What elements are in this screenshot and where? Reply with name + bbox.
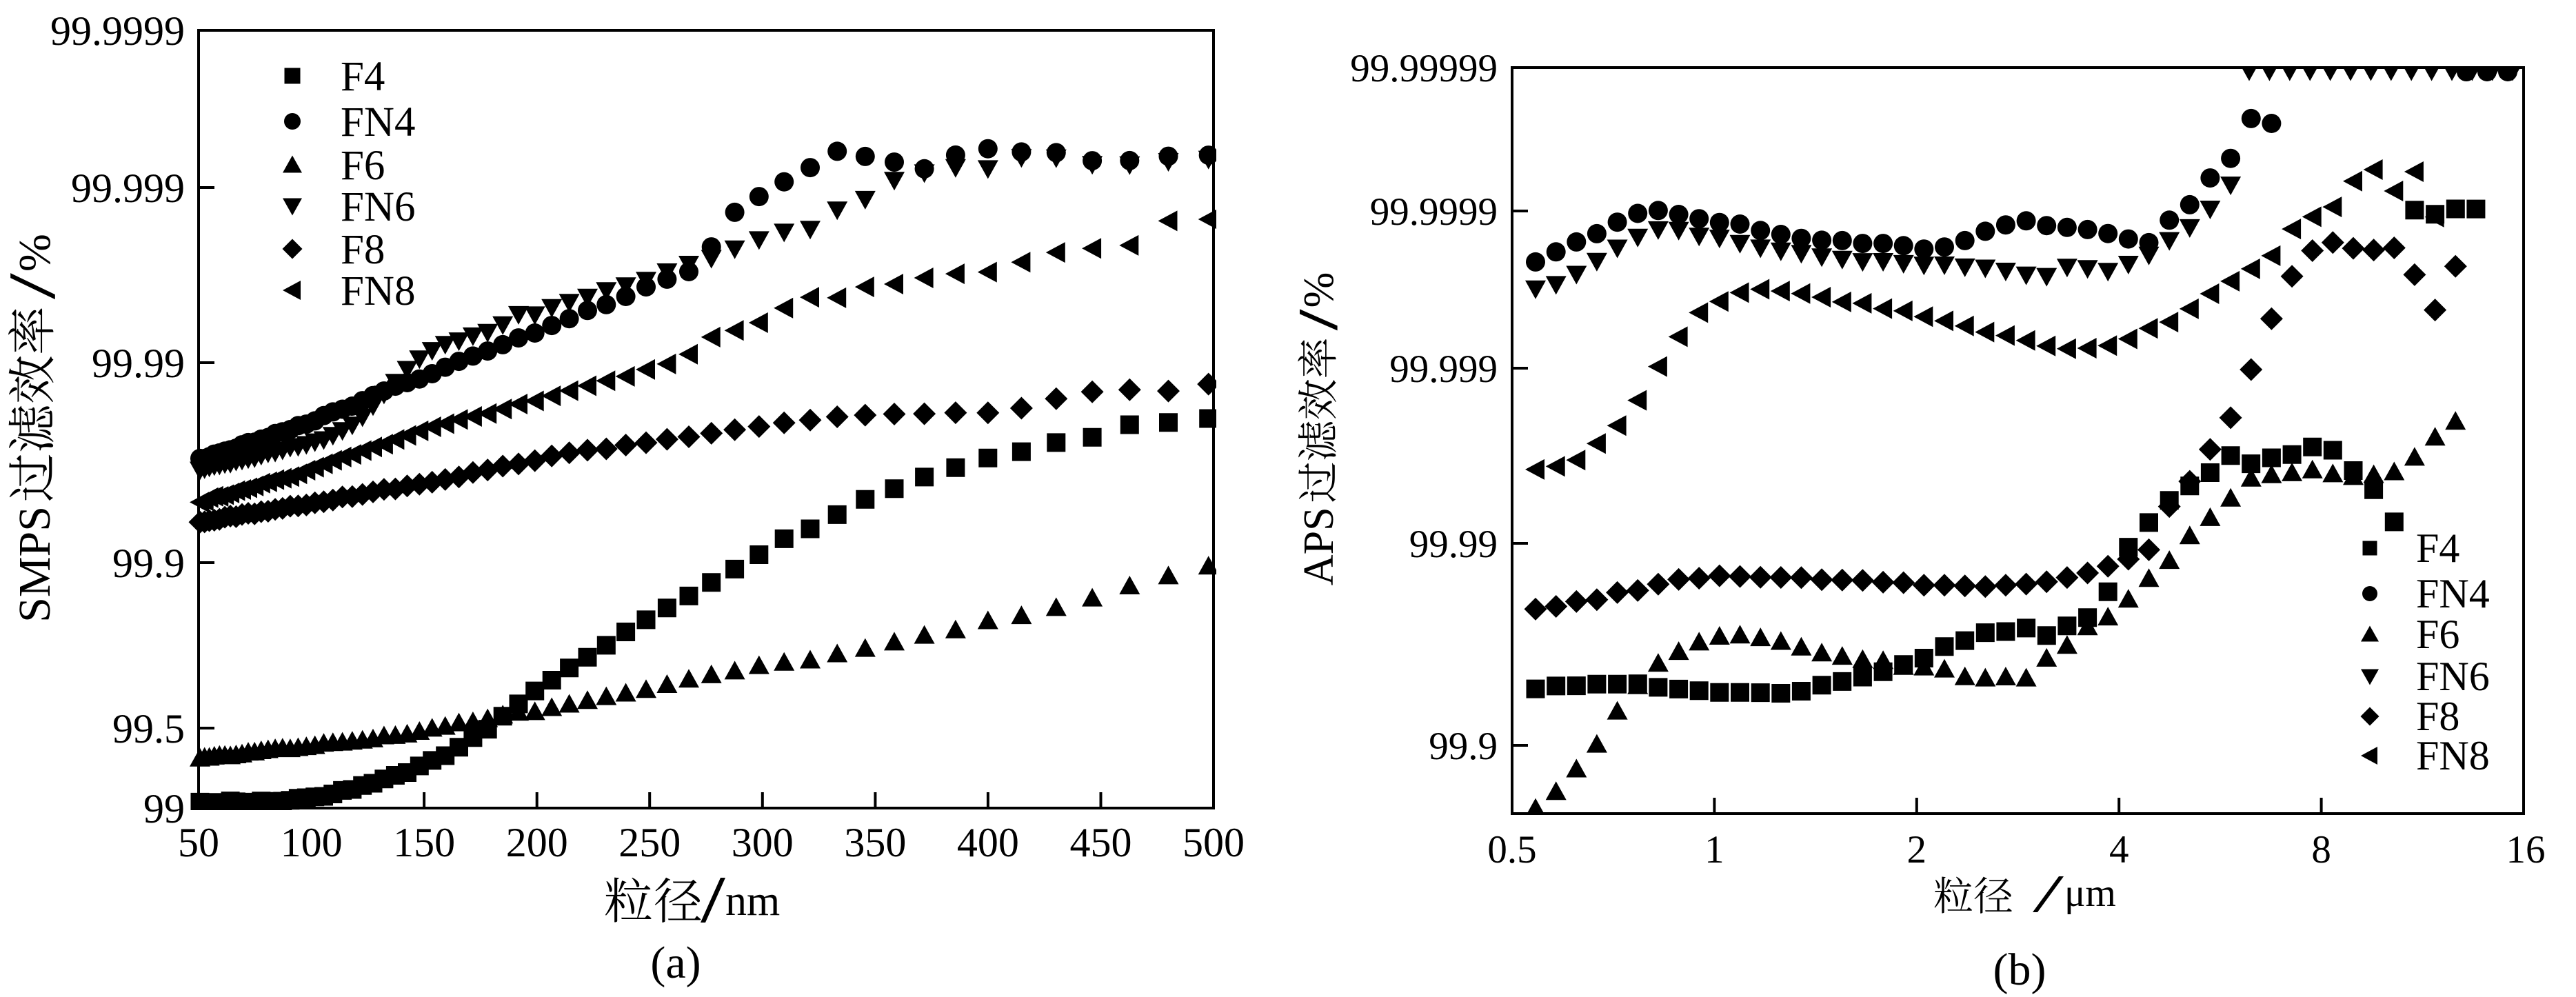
svg-text:%: % <box>1296 272 1342 308</box>
svg-text:0.5: 0.5 <box>1487 828 1536 872</box>
svg-text:F8: F8 <box>341 227 385 273</box>
svg-text:SMPS: SMPS <box>10 506 60 623</box>
svg-text:F4: F4 <box>2416 525 2459 571</box>
svg-text:FN6: FN6 <box>341 184 415 230</box>
svg-text:99.9: 99.9 <box>112 541 185 586</box>
svg-text:F6: F6 <box>341 143 385 189</box>
svg-text:350: 350 <box>844 820 906 865</box>
svg-text:FN6: FN6 <box>2416 654 2490 699</box>
svg-text:16: 16 <box>2506 828 2546 872</box>
svg-text:F8: F8 <box>2416 694 2459 739</box>
svg-text:nm: nm <box>725 878 780 925</box>
svg-text:200: 200 <box>506 820 568 865</box>
svg-text:50: 50 <box>178 820 219 865</box>
svg-text:99: 99 <box>143 786 185 832</box>
svg-text:500: 500 <box>1183 820 1245 865</box>
svg-text:99.5: 99.5 <box>112 706 185 752</box>
svg-text:99.99: 99.99 <box>1409 523 1498 566</box>
svg-text:99.9999: 99.9999 <box>50 8 185 54</box>
svg-text:1: 1 <box>1704 828 1724 872</box>
svg-text:99.99999: 99.99999 <box>1350 47 1498 90</box>
svg-text:99.9999: 99.9999 <box>1370 190 1498 234</box>
svg-text:99.999: 99.999 <box>1389 348 1498 391</box>
svg-text:400: 400 <box>957 820 1019 865</box>
svg-text:250: 250 <box>618 820 681 865</box>
svg-text:99.99: 99.99 <box>92 341 185 386</box>
svg-text:2: 2 <box>1907 828 1927 872</box>
svg-text:FN8: FN8 <box>341 268 415 314</box>
svg-text:300: 300 <box>732 820 794 865</box>
svg-text:450: 450 <box>1070 820 1132 865</box>
svg-text:8: 8 <box>2311 828 2331 872</box>
svg-text:APS: APS <box>1296 507 1342 585</box>
svg-text:4: 4 <box>2109 828 2129 872</box>
svg-text:150: 150 <box>393 820 455 865</box>
svg-text:F4: F4 <box>341 54 385 100</box>
svg-text:99.9: 99.9 <box>1429 725 1498 768</box>
svg-text:FN4: FN4 <box>2416 571 2490 616</box>
svg-text:F6: F6 <box>2416 612 2459 657</box>
svg-text:%: % <box>10 234 60 272</box>
svg-text:99.999: 99.999 <box>71 165 185 211</box>
svg-text:(b): (b) <box>1993 945 2046 995</box>
svg-text:FN8: FN8 <box>2416 733 2490 778</box>
svg-text:(a): (a) <box>650 938 701 988</box>
svg-text:100: 100 <box>281 820 343 865</box>
svg-text:μm: μm <box>2064 872 2116 915</box>
svg-text:FN4: FN4 <box>341 99 415 145</box>
